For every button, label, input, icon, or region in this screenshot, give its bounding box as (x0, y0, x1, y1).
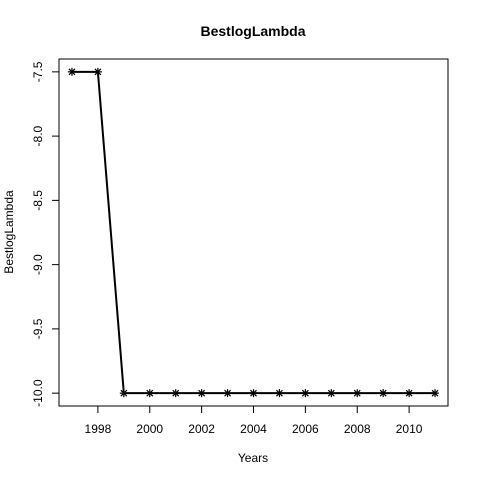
data-point (301, 389, 310, 398)
x-tick-label: 1998 (85, 422, 112, 436)
x-tick-label: 2008 (344, 422, 371, 436)
y-tick-label: -8.0 (31, 125, 45, 146)
series-line (71, 70, 436, 395)
data-point (197, 389, 206, 398)
y-tick-label: -7.5 (31, 61, 45, 82)
data-point (275, 389, 284, 398)
data-point (327, 389, 336, 398)
y-axis-title: BestlogLambda (2, 190, 16, 274)
x-tick-label: 2006 (292, 422, 319, 436)
x-axis-title: Years (238, 451, 268, 465)
x-axis: 1998 2000 2002 2004 2006 2008 2010 (85, 405, 423, 436)
data-point (353, 389, 362, 398)
data-point (431, 389, 440, 398)
data-point (379, 389, 388, 398)
x-tick-label: 2010 (396, 422, 423, 436)
data-point (171, 389, 180, 398)
x-tick-label: 2002 (188, 422, 215, 436)
y-tick-label: -9.0 (31, 254, 45, 275)
y-tick-label: -10.0 (31, 379, 45, 407)
plot-frame (58, 58, 449, 407)
data-point (249, 389, 258, 398)
data-point (223, 389, 232, 398)
y-tick-label: -9.5 (31, 318, 45, 339)
data-point (145, 389, 154, 398)
data-point (405, 389, 414, 398)
data-point (93, 67, 102, 76)
x-tick-label: 2004 (240, 422, 267, 436)
y-tick-label: -8.5 (31, 190, 45, 211)
series-group (67, 67, 440, 398)
y-axis: -10.0 -9.5 -9.0 -8.5 -8.0 -7.5 (31, 61, 60, 407)
data-point (67, 67, 76, 76)
chart-title: BestlogLambda (200, 23, 305, 39)
x-tick-label: 2000 (136, 422, 163, 436)
data-point (119, 389, 128, 398)
